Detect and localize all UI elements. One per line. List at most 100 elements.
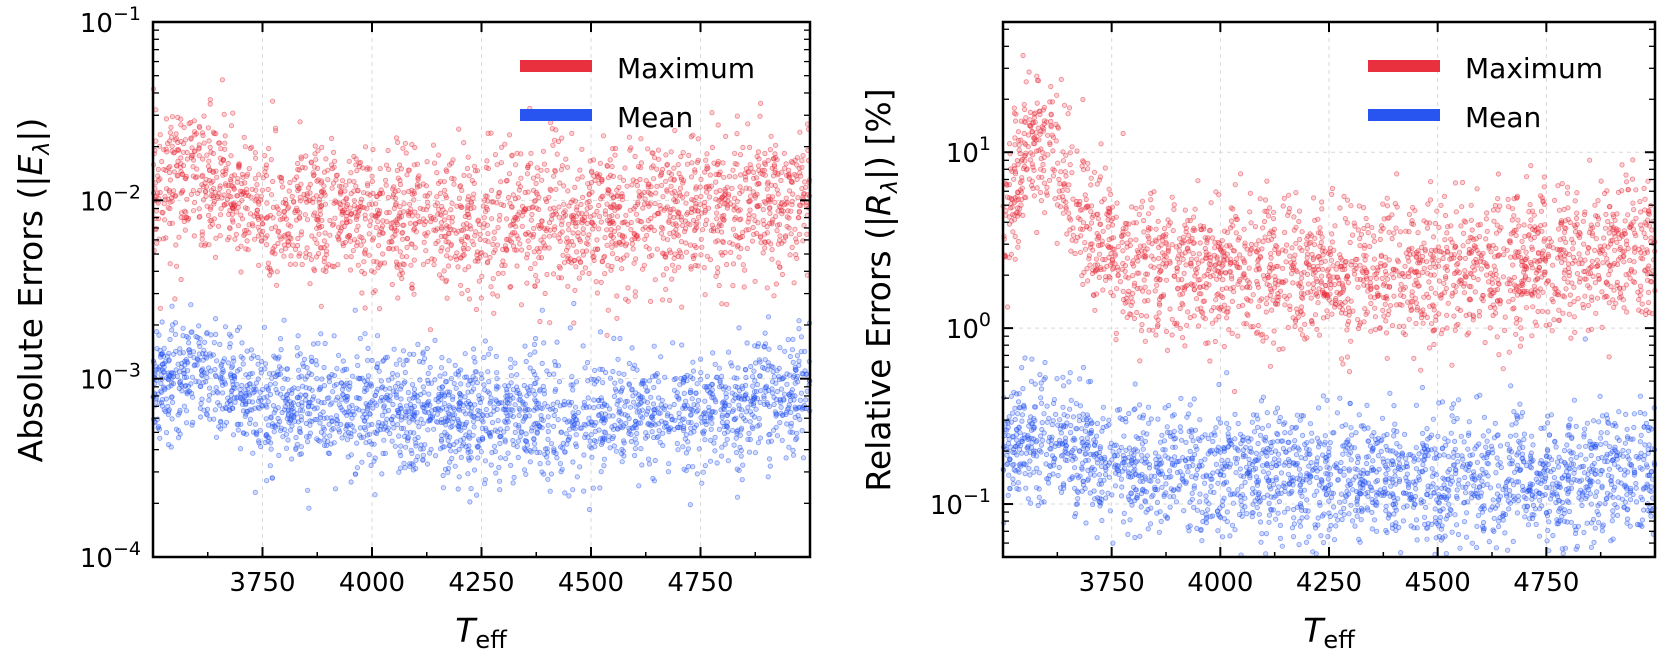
data-point xyxy=(388,238,394,244)
data-point xyxy=(786,215,792,221)
data-point xyxy=(252,389,258,395)
data-point xyxy=(284,415,290,422)
data-point xyxy=(493,386,499,392)
data-point xyxy=(694,159,701,165)
data-point xyxy=(736,235,742,241)
data-point xyxy=(481,481,488,487)
data-point xyxy=(544,446,550,452)
data-point xyxy=(257,389,263,395)
data-point xyxy=(783,161,789,167)
data-point xyxy=(190,419,196,425)
data-point xyxy=(348,170,354,176)
data-point xyxy=(1432,290,1439,296)
data-point xyxy=(285,437,291,443)
data-point xyxy=(547,488,553,494)
data-point xyxy=(680,150,686,156)
data-point xyxy=(208,368,214,374)
data-point xyxy=(791,280,797,286)
data-point xyxy=(628,438,635,445)
data-point xyxy=(734,161,740,167)
data-point xyxy=(525,230,531,236)
data-point xyxy=(712,434,718,440)
data-point xyxy=(155,166,161,172)
data-point xyxy=(330,149,337,155)
data-point xyxy=(332,486,339,492)
data-point xyxy=(1603,293,1609,299)
data-point xyxy=(247,145,253,152)
data-point xyxy=(500,258,506,264)
data-point xyxy=(331,333,337,339)
data-point xyxy=(228,178,234,185)
data-point xyxy=(719,213,725,219)
data-point xyxy=(155,173,161,179)
data-point xyxy=(462,267,468,273)
data-point xyxy=(663,152,669,158)
data-point xyxy=(283,392,290,398)
data-point xyxy=(370,405,376,411)
data-point xyxy=(579,210,585,216)
data-point xyxy=(429,256,435,262)
data-point xyxy=(424,345,430,352)
data-point xyxy=(787,252,793,258)
data-point xyxy=(729,363,735,369)
data-point xyxy=(556,274,562,281)
data-point xyxy=(217,233,223,239)
data-point xyxy=(561,260,568,266)
data-point xyxy=(480,436,486,442)
data-point xyxy=(461,241,468,247)
data-point xyxy=(716,426,723,432)
data-point xyxy=(598,411,605,417)
x-tick-label: 4500 xyxy=(558,568,624,598)
data-point xyxy=(206,138,212,144)
data-point xyxy=(372,492,378,498)
data-point xyxy=(449,412,456,418)
data-point xyxy=(374,428,381,434)
data-point xyxy=(547,186,553,192)
data-point xyxy=(693,221,699,228)
data-point xyxy=(229,211,235,217)
data-point xyxy=(729,390,735,396)
data-point xyxy=(719,414,725,420)
data-point xyxy=(327,217,333,224)
data-point xyxy=(685,221,691,227)
data-point xyxy=(1424,259,1430,265)
data-point xyxy=(598,395,604,401)
data-point xyxy=(379,384,386,390)
data-point xyxy=(589,169,595,175)
data-point xyxy=(683,200,689,206)
data-point xyxy=(571,300,577,307)
data-point xyxy=(490,276,496,282)
data-point xyxy=(293,434,299,441)
data-point xyxy=(477,399,484,406)
data-point xyxy=(663,254,669,260)
data-point xyxy=(263,432,269,438)
data-point xyxy=(401,222,407,228)
data-point xyxy=(756,415,762,422)
data-point xyxy=(346,178,352,184)
data-point xyxy=(484,260,491,266)
data-point xyxy=(711,225,717,231)
data-point xyxy=(738,246,744,252)
data-point xyxy=(270,215,276,221)
data-point xyxy=(790,359,796,365)
data-point xyxy=(768,241,774,247)
data-point xyxy=(227,225,233,231)
data-point xyxy=(674,198,680,204)
data-point xyxy=(683,240,689,246)
data-point xyxy=(612,145,619,152)
data-point xyxy=(559,229,565,235)
data-point xyxy=(491,310,497,316)
data-point xyxy=(553,450,559,457)
data-point xyxy=(1183,262,1189,268)
data-point xyxy=(751,368,757,374)
data-point xyxy=(304,438,311,445)
data-point xyxy=(326,374,332,380)
data-point xyxy=(375,265,381,271)
data-point xyxy=(676,410,682,416)
data-point xyxy=(354,440,360,446)
data-point xyxy=(489,216,495,222)
data-point xyxy=(639,192,645,198)
data-point xyxy=(231,185,237,191)
data-point xyxy=(192,129,198,135)
data-point xyxy=(798,348,804,355)
